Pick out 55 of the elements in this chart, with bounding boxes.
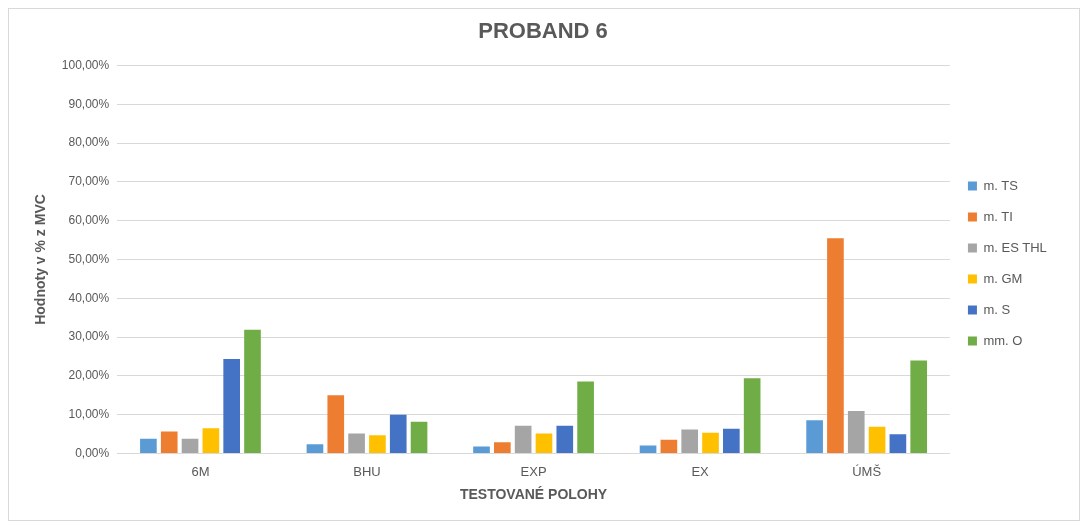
x-tick-label: BHU — [353, 463, 381, 479]
bar — [473, 446, 490, 454]
x-tick-label: EXP — [520, 463, 547, 479]
legend-label: mm. O — [983, 332, 1023, 348]
chart-title: PROBAND 6 — [478, 18, 608, 44]
bar — [244, 329, 261, 454]
bar — [306, 444, 324, 454]
bar — [577, 381, 594, 454]
bar — [889, 434, 907, 454]
bar — [223, 358, 241, 454]
bar — [494, 442, 511, 454]
bar — [743, 378, 761, 454]
bar — [910, 360, 928, 454]
bar — [369, 435, 386, 454]
bar — [202, 428, 220, 454]
x-axis-title: TESTOVANÉ POLOHY — [459, 486, 608, 503]
bar — [827, 238, 844, 454]
bar — [514, 425, 532, 454]
y-axis-title: Hodnoty v % z MVC — [32, 194, 49, 325]
x-tick-label: ÚMŠ — [852, 463, 882, 479]
bar — [348, 433, 365, 454]
y-tick-label: 20,00% — [68, 368, 110, 383]
bar — [160, 431, 178, 454]
bar — [847, 410, 865, 454]
legend-label: m. S — [983, 301, 1011, 317]
y-tick-label: 0,00% — [75, 445, 110, 460]
bar — [181, 438, 199, 454]
legend-label: m. GM — [983, 270, 1023, 286]
bar — [389, 414, 407, 454]
y-tick-label: 70,00% — [68, 174, 110, 189]
bar — [535, 433, 553, 454]
y-tick-label: 50,00% — [68, 251, 110, 266]
bar — [660, 439, 678, 454]
legend-label: m. TI — [983, 208, 1013, 224]
x-tick-label: EX — [691, 463, 710, 479]
bar — [639, 445, 657, 454]
x-tick-label: 6M — [191, 463, 210, 479]
y-tick-label: 30,00% — [68, 329, 110, 344]
y-tick-label: 10,00% — [68, 407, 110, 422]
bar — [140, 438, 157, 454]
legend-label: m. TS — [983, 177, 1019, 193]
bar — [410, 421, 428, 454]
bar — [681, 429, 699, 454]
bar — [556, 425, 574, 454]
bar — [327, 395, 345, 454]
y-tick-label: 100,00% — [61, 57, 110, 72]
bar — [702, 432, 719, 454]
y-tick-label: 80,00% — [68, 135, 110, 150]
bar — [868, 426, 886, 454]
y-tick-label: 60,00% — [68, 212, 110, 227]
bar — [806, 420, 823, 454]
y-tick-label: 90,00% — [68, 96, 110, 111]
legend-label: m. ES THL — [983, 239, 1047, 255]
y-tick-label: 40,00% — [68, 290, 110, 305]
bar — [723, 428, 740, 454]
